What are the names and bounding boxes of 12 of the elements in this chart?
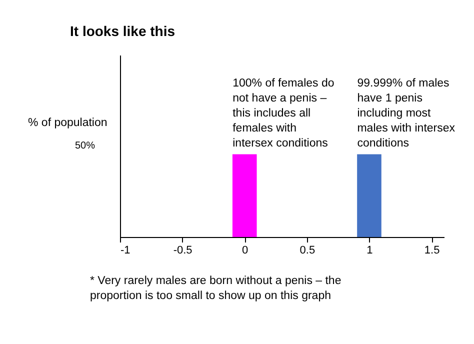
chart-title: It looks like this <box>70 23 176 39</box>
y-axis-title: % of population <box>28 117 108 129</box>
annotation: 100% of females do not have a penis – this includes all females with intersex conditions <box>232 77 334 150</box>
annotation: 99.999% of males have 1 penis including most males with intersex conditions <box>357 77 456 150</box>
x-tick-label: -0.5 <box>173 244 192 256</box>
x-tick-label: -1 <box>120 244 130 256</box>
x-tick-label: 1.5 <box>424 244 440 256</box>
x-tick-label: 0.5 <box>300 244 316 256</box>
x-tick-label: 1 <box>366 244 373 256</box>
text: 50% <box>74 140 96 152</box>
text: * Very rarely males are born without a penis – the proportion is too small to show up on this graph <box>90 275 342 302</box>
x-tick-label: 0 <box>242 244 248 256</box>
